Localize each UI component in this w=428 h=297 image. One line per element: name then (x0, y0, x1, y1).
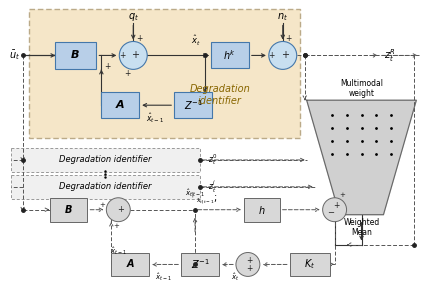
Text: $\hat{x}_{t|t-1}$: $\hat{x}_{t|t-1}$ (196, 197, 214, 206)
Text: +: + (247, 264, 253, 273)
Bar (211, 42, 249, 68)
Text: A: A (127, 260, 134, 269)
Text: +: + (247, 256, 253, 265)
Text: +: + (119, 51, 125, 60)
Text: +: + (136, 34, 143, 43)
Text: B: B (65, 205, 72, 215)
Text: Degradation
identifier: Degradation identifier (190, 84, 250, 106)
Text: ;: ; (214, 193, 217, 203)
Text: $z_t^j$: $z_t^j$ (208, 179, 216, 195)
Text: +: + (333, 201, 340, 210)
Text: Degradation identifier: Degradation identifier (59, 182, 152, 191)
Text: B: B (71, 50, 80, 60)
Text: A: A (116, 100, 125, 110)
Text: $\hat{x}_{t|t-1}$: $\hat{x}_{t|t-1}$ (185, 188, 205, 201)
Text: +: + (113, 223, 119, 229)
Text: $h^k$: $h^k$ (223, 48, 237, 62)
Text: $\hat{x}_{t-1}$: $\hat{x}_{t-1}$ (146, 111, 164, 125)
Bar (54, 42, 96, 69)
Text: $\bar{u}_t$: $\bar{u}_t$ (9, 48, 20, 62)
Circle shape (323, 198, 347, 222)
Text: +: + (131, 50, 139, 60)
Bar (29, 9, 300, 138)
Text: $Z^{-1}$: $Z^{-1}$ (190, 257, 210, 271)
Text: +: + (281, 50, 289, 60)
Circle shape (236, 252, 260, 277)
Text: $z_t^R$: $z_t^R$ (383, 47, 395, 64)
Text: $\hat{x}_{t-1}$: $\hat{x}_{t-1}$ (110, 246, 127, 257)
Text: $z_t^0$: $z_t^0$ (208, 152, 217, 168)
Bar (174, 92, 212, 118)
Text: $\hat{x}_t$: $\hat{x}_t$ (231, 272, 239, 283)
Text: $\hat{x}_t$: $\hat{x}_t$ (191, 34, 201, 48)
Text: −: − (327, 208, 334, 217)
Text: $n_t$: $n_t$ (277, 11, 288, 23)
Bar (111, 252, 149, 277)
Bar (181, 252, 219, 277)
Text: $h$: $h$ (258, 204, 266, 216)
Circle shape (119, 42, 147, 69)
Bar (244, 198, 280, 222)
Text: +: + (269, 51, 275, 60)
Bar (11, 148, 200, 172)
Text: $\hat{x}_{t-1}$: $\hat{x}_{t-1}$ (155, 272, 172, 283)
Text: +: + (104, 62, 110, 71)
Text: +: + (340, 192, 345, 198)
Bar (290, 252, 330, 277)
Bar (101, 92, 139, 118)
Circle shape (106, 198, 130, 222)
Text: $K_t$: $K_t$ (304, 257, 315, 271)
Bar (11, 175, 200, 199)
Polygon shape (307, 100, 416, 215)
Text: +: + (99, 202, 105, 208)
Text: $Z^{-1}$: $Z^{-1}$ (184, 98, 202, 112)
Text: Weighted
Mean: Weighted Mean (343, 218, 380, 237)
Text: +: + (124, 69, 131, 78)
Text: +: + (117, 205, 124, 214)
Text: Degradation identifier: Degradation identifier (59, 155, 152, 165)
Text: Multimodal
weight: Multimodal weight (340, 79, 383, 98)
Text: $q_t$: $q_t$ (128, 11, 139, 23)
Text: +: + (285, 34, 292, 43)
Circle shape (269, 42, 297, 69)
Bar (50, 198, 87, 222)
